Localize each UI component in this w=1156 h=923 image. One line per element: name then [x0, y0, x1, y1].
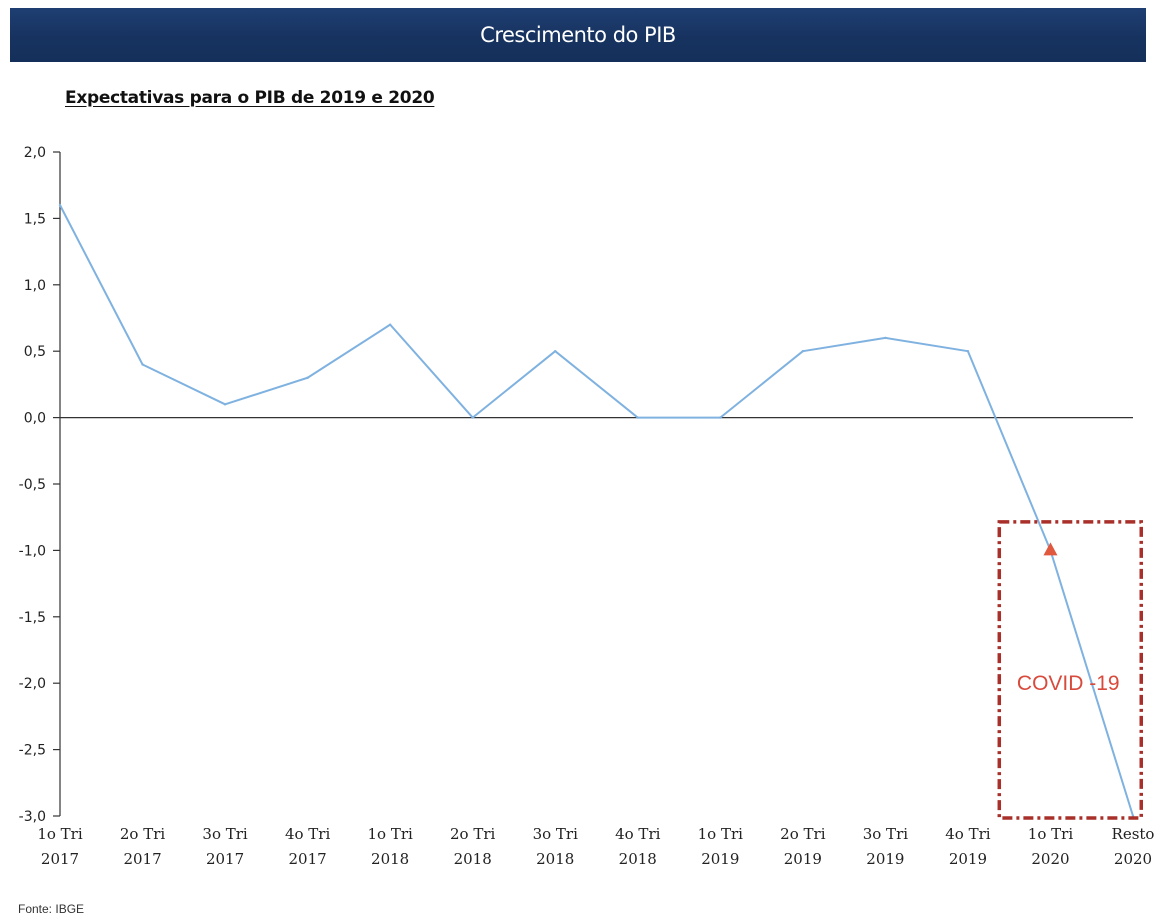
- x-tick-label-line1: 1o Tri: [1028, 825, 1074, 843]
- x-tick-label-line1: 1o Tri: [367, 825, 413, 843]
- series-line: [59, 204, 1134, 817]
- data-point: [554, 350, 557, 353]
- header-bar: Crescimento do PIB: [10, 8, 1146, 62]
- y-tick-label: -3,0: [19, 809, 46, 825]
- data-point: [801, 350, 805, 353]
- y-tick-label: 2,0: [24, 145, 46, 161]
- data-point: [471, 416, 474, 419]
- chart-title: Expectativas para o PIB de 2019 e 2020: [65, 88, 435, 108]
- x-tick-label-line2: 2018: [536, 850, 574, 868]
- data-point: [58, 203, 62, 207]
- y-tick-label: -2,0: [19, 676, 46, 692]
- triangle-marker: [1043, 542, 1058, 556]
- y-tick-label: -0,5: [19, 477, 46, 493]
- x-tick-label-line2: 2020: [1031, 850, 1069, 868]
- x-tick-label-line1: 1o Tri: [37, 825, 83, 843]
- data-point: [388, 323, 392, 326]
- source-note: Fonte: IBGE: [18, 902, 85, 916]
- x-tick-label-line1: 3o Tri: [533, 825, 579, 843]
- x-tick-label-line2: 2019: [949, 850, 987, 868]
- data-point: [306, 376, 309, 379]
- data-point: [141, 363, 144, 366]
- y-tick-label: -1,5: [19, 610, 46, 626]
- covid-label: COVID -19: [1017, 672, 1120, 695]
- covid-annotation: COVID -19: [997, 520, 1144, 820]
- x-tick-label-line1: 3o Tri: [863, 825, 909, 843]
- y-tick-label: -1,0: [19, 543, 46, 559]
- chart-axes: 2,01,51,00,50,0-0,5-1,0-1,5-2,0-2,5-3,01…: [19, 145, 1155, 868]
- x-tick-label-line1: 4o Tri: [285, 825, 331, 843]
- covid-box: [997, 520, 1144, 820]
- x-tick-label-line2: 2018: [619, 850, 657, 868]
- x-tick-label-line1: 2o Tri: [120, 825, 166, 843]
- x-tick-label-line2: 2019: [866, 850, 904, 868]
- y-tick-label: 0,5: [24, 344, 46, 360]
- data-point: [966, 350, 970, 353]
- x-tick-label-line2: 2018: [371, 850, 409, 868]
- y-tick-label: 1,5: [24, 211, 46, 227]
- x-tick-label-line2: 2019: [701, 850, 739, 868]
- y-tick-label: 0,0: [24, 411, 46, 427]
- x-tick-label-line2: 2017: [206, 850, 244, 868]
- data-point: [223, 403, 227, 406]
- header-title: Crescimento do PIB: [480, 23, 676, 47]
- x-tick-label-line1: 1o Tri: [698, 825, 744, 843]
- x-tick-label-line1: 2o Tri: [450, 825, 496, 843]
- x-tick-label-line1: 2o Tri: [780, 825, 826, 843]
- x-tick-label-line2: 2017: [41, 850, 79, 868]
- x-tick-label-line1: 3o Tri: [202, 825, 248, 843]
- x-tick-label-line2: 2018: [454, 850, 492, 868]
- data-point: [719, 416, 722, 419]
- x-tick-label-line2: 2017: [289, 850, 327, 868]
- data-point: [884, 336, 887, 340]
- data-point: [636, 416, 639, 419]
- x-tick-label-line2: 2019: [784, 850, 822, 868]
- chart-series: [58, 203, 1135, 818]
- x-tick-label-line2: 2017: [123, 850, 161, 868]
- y-tick-label: -2,5: [19, 743, 46, 759]
- y-tick-label: 1,0: [24, 278, 46, 294]
- x-tick-label-line2: 2020: [1114, 850, 1152, 868]
- x-tick-label-line1: Resto: [1112, 825, 1155, 843]
- x-tick-label-line1: 4o Tri: [945, 825, 991, 843]
- x-tick-label-line1: 4o Tri: [615, 825, 661, 843]
